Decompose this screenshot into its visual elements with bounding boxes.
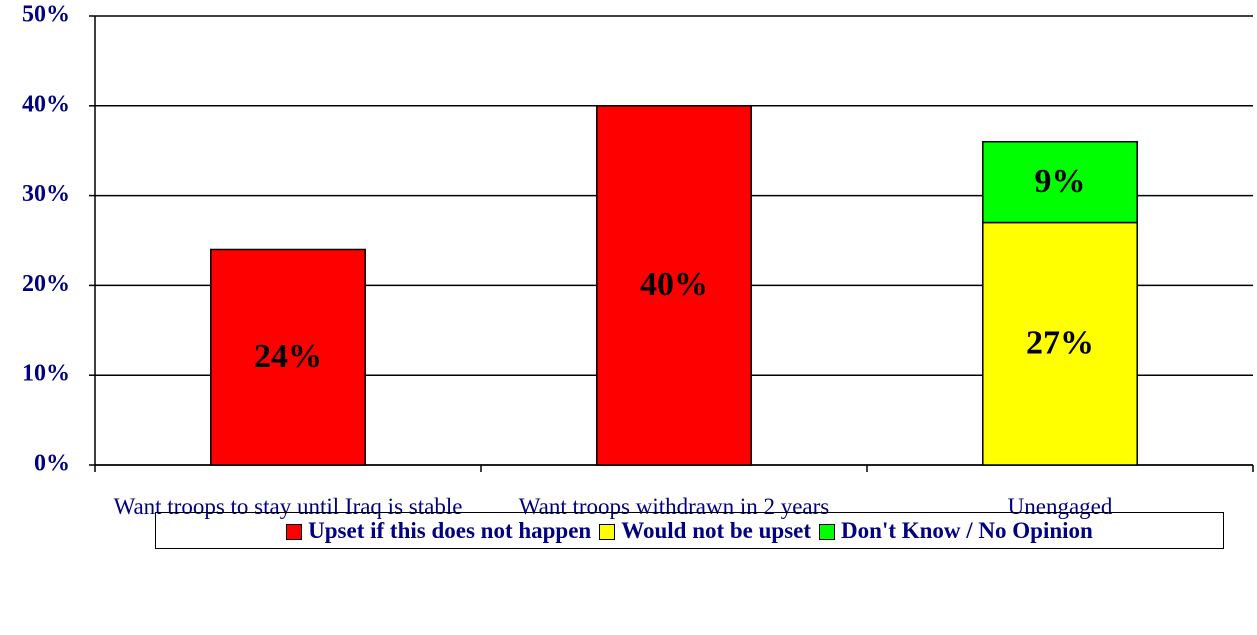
- legend-item: Upset if this does not happen: [286, 518, 591, 544]
- x-tick-label: Want troops to stay until Iraq is stable: [113, 494, 463, 519]
- legend-label: Don't Know / No Opinion: [841, 517, 1093, 543]
- value-label: 9%: [1035, 163, 1086, 200]
- value-label: 27%: [1026, 325, 1094, 362]
- y-tick-label: 30%: [22, 181, 70, 207]
- legend-label: Would not be upset: [621, 517, 812, 543]
- y-tick-label: 40%: [22, 91, 70, 117]
- bar-segment: [210, 248, 366, 466]
- legend-item: Don't Know / No Opinion: [819, 518, 1093, 544]
- value-label: 24%: [254, 338, 322, 375]
- legend-swatch: [819, 524, 836, 541]
- legend-item: Would not be upset: [599, 518, 811, 544]
- x-tick-label: Unengaged: [1007, 494, 1113, 519]
- x-tick-label: Want troops withdrawn in 2 years: [518, 494, 830, 519]
- legend: Upset if this does not happen Would not b…: [155, 512, 1224, 549]
- bar-segment: [982, 140, 1138, 224]
- value-label: 40%: [640, 266, 708, 303]
- y-tick-label: 50%: [22, 2, 70, 28]
- legend-swatch: [599, 524, 616, 541]
- bar-segment: [982, 221, 1138, 466]
- y-tick-label: 0%: [34, 451, 70, 477]
- bar-segment: [596, 105, 752, 466]
- y-tick-label: 20%: [22, 271, 70, 297]
- y-tick-label: 10%: [22, 361, 70, 387]
- legend-swatch: [286, 524, 303, 541]
- legend-label: Upset if this does not happen: [308, 517, 592, 543]
